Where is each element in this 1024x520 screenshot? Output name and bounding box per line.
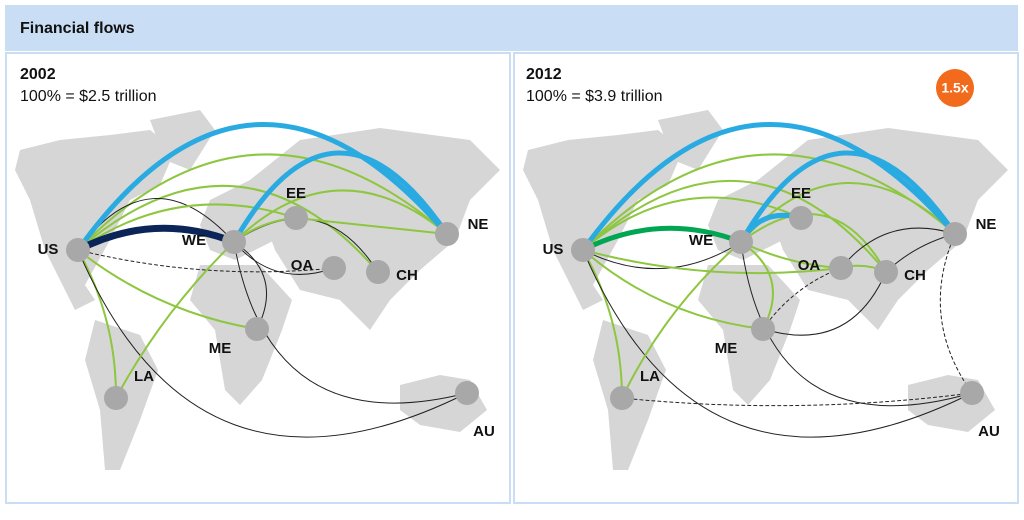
region-label: OA	[291, 257, 314, 274]
flow-arrow	[233, 241, 335, 275]
region-label: CH	[904, 267, 926, 284]
flow-arrow	[77, 249, 468, 438]
region-label: WE	[689, 232, 713, 249]
region-label: US	[543, 241, 564, 258]
flow-arrow	[582, 249, 764, 330]
region-node	[789, 206, 813, 230]
region-label: US	[38, 241, 59, 258]
flow-arrow	[77, 249, 335, 273]
flow-arrow	[740, 213, 887, 273]
flow-arrow	[582, 196, 802, 251]
region-node	[751, 317, 775, 341]
growth-badge-text: 1.5x	[941, 80, 968, 96]
flow-arrow	[840, 227, 956, 269]
flow-arrow	[77, 153, 448, 251]
region-label: NE	[976, 216, 997, 233]
region-label: LA	[640, 368, 660, 385]
region-node	[104, 386, 128, 410]
region-label: LA	[134, 368, 154, 385]
header-bar	[5, 5, 1018, 51]
flow-arrow	[738, 150, 958, 245]
panel-year: 2002	[20, 66, 56, 83]
region-node	[322, 256, 346, 280]
flow-arrow	[582, 249, 623, 399]
region-label: EE	[286, 185, 306, 202]
flows	[74, 121, 973, 438]
flow-arrow	[580, 121, 958, 253]
panel-total: 100% = $2.5 trillion	[20, 88, 157, 105]
region-node	[571, 238, 595, 262]
flow-arrow	[740, 241, 973, 407]
region-node	[66, 238, 90, 262]
region-node	[284, 206, 308, 230]
panel-year: 2012	[526, 66, 562, 83]
flow-arrow	[77, 184, 379, 273]
flow-arrow	[939, 233, 973, 394]
region-label: NE	[468, 216, 489, 233]
growth-badge	[936, 69, 974, 107]
flow-arrow	[762, 271, 887, 336]
region-label: EE	[791, 185, 811, 202]
flow-arrow	[233, 189, 448, 243]
region-node	[943, 222, 967, 246]
flow-arrow	[582, 179, 887, 273]
header-title: Financial flows	[20, 20, 135, 37]
flow-arrow	[621, 392, 973, 407]
region-label: CH	[396, 267, 418, 284]
flow-arrow	[233, 241, 468, 404]
region-node	[245, 317, 269, 341]
flow-arrow	[77, 249, 118, 399]
region-node	[874, 260, 898, 284]
flow-arrow	[77, 249, 258, 330]
region-label: ME	[209, 340, 232, 357]
flow-arrow	[115, 241, 235, 399]
region-node	[829, 256, 853, 280]
panel-total: 100% = $3.9 trillion	[526, 88, 663, 105]
flow-arrow	[233, 241, 268, 330]
flow-arrow	[77, 203, 297, 251]
region-label: OA	[798, 257, 821, 274]
region-label: AU	[978, 423, 1000, 440]
region-node	[222, 230, 246, 254]
flow-arrow	[231, 150, 450, 245]
region-node	[610, 386, 634, 410]
region-label: AU	[473, 423, 495, 440]
flow-arrow	[295, 217, 448, 235]
region-node	[455, 381, 479, 405]
region-label: ME	[715, 340, 738, 357]
flow-arrow	[580, 225, 744, 253]
region-node	[435, 222, 459, 246]
region-label: WE	[182, 232, 206, 249]
flow-arrow	[582, 249, 973, 438]
flow-arrow	[740, 241, 774, 330]
nodes: US WE EE OA CH NE ME LA AU US WE EE OA CH NE ME LA AU	[38, 185, 1000, 440]
region-node	[960, 381, 984, 405]
flow-arrow	[582, 241, 742, 270]
flow-arrow	[621, 241, 742, 399]
flow-arrow	[75, 121, 450, 253]
region-node	[366, 260, 390, 284]
region-node	[729, 230, 753, 254]
flow-arrow	[74, 224, 238, 254]
